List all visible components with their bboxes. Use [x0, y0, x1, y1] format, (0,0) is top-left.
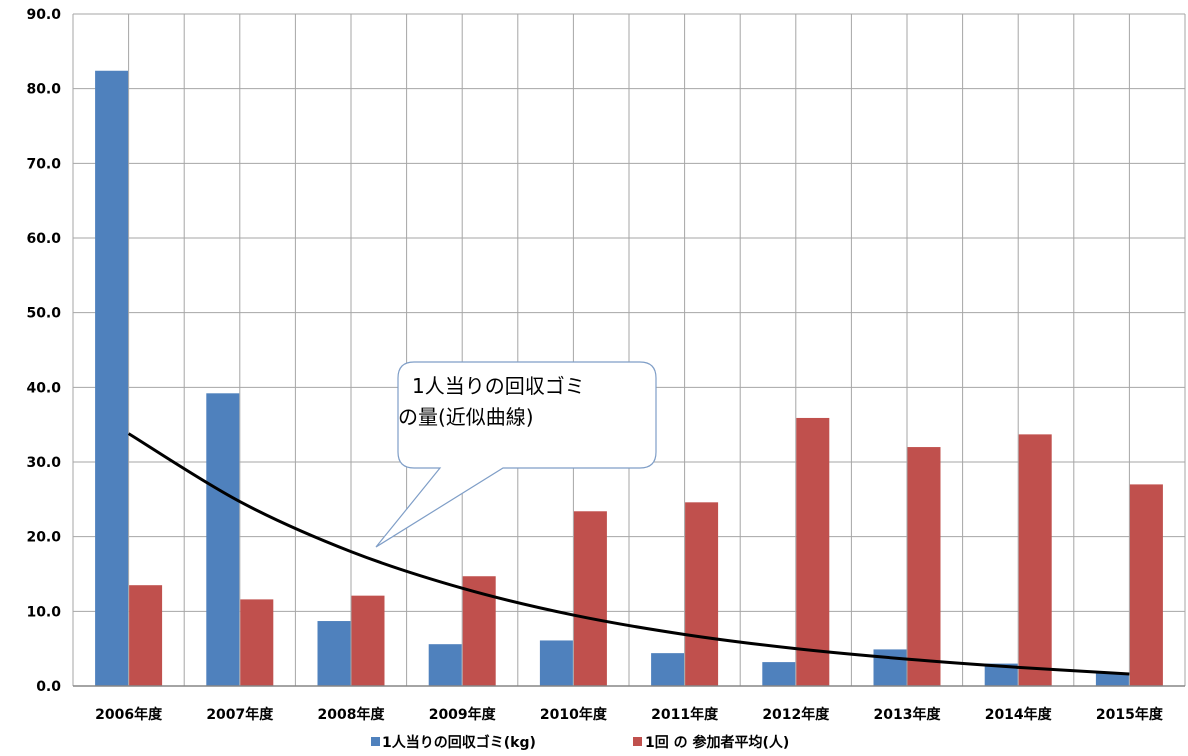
y-tick-label: 30.0	[26, 455, 61, 471]
callout: 1人当りの回収ゴミ の量(近似曲線)	[375, 361, 657, 548]
x-tick-label: 2006年度	[95, 706, 163, 723]
legend: 1人当りの回収ゴミ(kg) 1回 の 参加者平均(人)	[371, 734, 789, 751]
bar-series-2-2015年度	[1129, 484, 1163, 686]
y-tick-label: 70.0	[26, 156, 61, 172]
bar-series-2-2014年度	[1018, 434, 1052, 686]
y-tick-label: 40.0	[26, 380, 61, 396]
trendline	[127, 432, 1130, 676]
y-tick-label: 90.0	[26, 7, 61, 23]
x-tick-label: 2010年度	[540, 706, 608, 723]
y-tick-label: 60.0	[26, 231, 61, 247]
x-tick-label: 2009年度	[429, 706, 497, 723]
bar-series-1-2010年度	[539, 640, 573, 686]
x-tick-label: 2012年度	[762, 706, 830, 723]
legend-label-series-2: 1回 の 参加者平均(人)	[645, 734, 789, 751]
grid-lines	[72, 13, 1186, 687]
bar-series-1-2011年度	[651, 653, 685, 686]
callout-line-2: の量(近似曲線)	[398, 405, 534, 429]
y-tick-label: 10.0	[26, 604, 61, 620]
bar-series-2-2013年度	[907, 447, 941, 686]
bars	[95, 70, 1163, 687]
callout-line-1: 1人当りの回収ゴミ	[412, 374, 585, 398]
y-tick-label: 20.0	[26, 530, 61, 546]
bar-series-1-2007年度	[206, 393, 240, 686]
bar-series-2-2011年度	[685, 502, 719, 686]
x-tick-label: 2013年度	[874, 706, 942, 723]
legend-label-series-1: 1人当りの回収ゴミ(kg)	[382, 734, 536, 751]
x-tick-label: 2007年度	[206, 706, 274, 723]
bar-series-2-2012年度	[796, 417, 830, 686]
bar-series-1-2015年度	[1095, 672, 1129, 686]
bar-series-2-2007年度	[240, 599, 274, 686]
y-tick-label: 80.0	[26, 82, 61, 98]
bar-series-1-2008年度	[317, 621, 351, 686]
y-tick-label: 50.0	[26, 306, 61, 322]
axes: 0.0 10.0 20.0 30.0 40.0 50.0 60.0 70.0 80.0 90.0 2…	[26, 7, 1185, 723]
bar-series-2-2006年度	[129, 585, 163, 686]
legend-swatch-series-1	[371, 737, 380, 746]
bar-series-1-2009年度	[428, 644, 462, 686]
bar-series-1-2012年度	[762, 662, 796, 686]
legend-swatch-series-2	[633, 737, 642, 746]
callout-bubble	[375, 361, 657, 548]
x-tick-label: 2008年度	[318, 706, 386, 723]
y-tick-label: 0.0	[36, 679, 61, 695]
bar-series-1-2006年度	[95, 70, 129, 687]
bar-series-2-2008年度	[351, 595, 385, 686]
x-tick-label: 2011年度	[651, 706, 719, 723]
trendline-layer	[127, 432, 1130, 676]
bar-series-1-2013年度	[873, 649, 907, 686]
x-tick-label: 2014年度	[985, 706, 1053, 723]
bar-series-2-2010年度	[573, 511, 607, 686]
x-tick-label: 2015年度	[1096, 706, 1164, 723]
bar-series-1-2014年度	[984, 663, 1018, 686]
